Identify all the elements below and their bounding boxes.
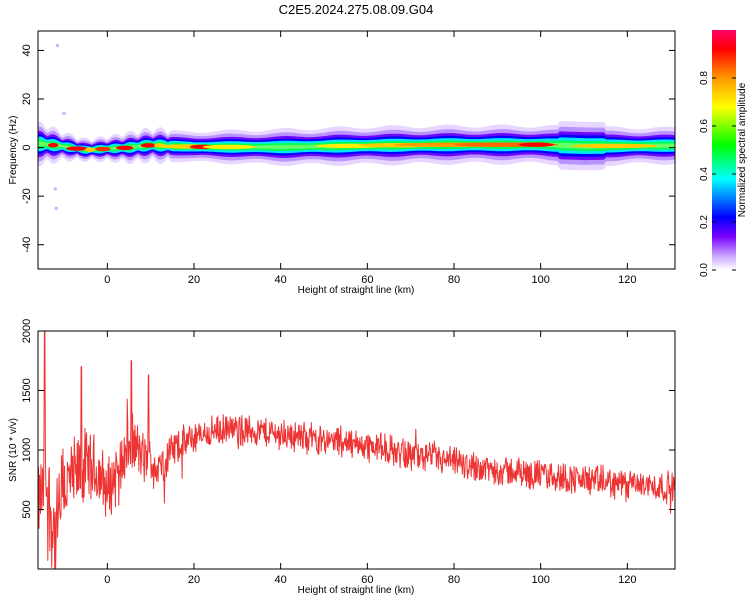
colorbar-ticks: 0.0 0.2 0.4 0.6 0.8 [699, 71, 736, 277]
x-tick-label: 60 [361, 574, 373, 586]
spectrogram-heatmap [38, 44, 675, 210]
y-tick-label: 500 [21, 500, 33, 518]
spectrogram-outlier [54, 206, 58, 210]
snr-y-axis-label: SNR (10 * v/v) [8, 418, 19, 482]
y-tick-label: 2000 [21, 319, 33, 343]
x-tick-label: 120 [618, 574, 636, 586]
x-tick-label: 120 [618, 274, 636, 286]
colorbar-tick-label: 0.4 [699, 167, 710, 181]
snr-x-axis: 0 20 40 60 80 100 120 [104, 331, 637, 586]
x-tick-label: 80 [448, 274, 460, 286]
spectrogram-hotspot [116, 145, 134, 151]
spectrogram-hotspot [84, 147, 96, 152]
x-tick-label: 80 [448, 574, 460, 586]
spectrogram-hotspot [202, 144, 255, 150]
x-tick-label: 60 [361, 274, 373, 286]
x-tick-label: 0 [104, 574, 110, 586]
spectrogram-outlier [56, 44, 59, 48]
y-tick-label: 20 [21, 93, 33, 105]
spectrogram-hotspot [95, 146, 111, 152]
snr-y-axis: 2000 1500 1000 500 [21, 319, 675, 519]
spectrogram-y-axis: 40 20 0 -20 -40 [21, 44, 675, 253]
spectrogram-hotspot [47, 142, 59, 148]
chart-title: C2E5.2024.275.08.09.G04 [279, 2, 434, 17]
x-tick-label: 20 [188, 574, 200, 586]
spectrogram-hotspot [66, 146, 88, 151]
spectrogram-outlier [62, 112, 66, 116]
spectrogram-y-axis-label: Frequency (Hz) [8, 116, 19, 185]
snr-plot-area [38, 331, 675, 569]
colorbar-label: Normalized spectral amplitude [737, 82, 748, 217]
y-tick-label: 40 [21, 44, 33, 56]
y-tick-label: 1000 [21, 438, 33, 462]
colorbar-tick-label: 0.8 [699, 71, 710, 85]
x-tick-label: 100 [531, 574, 549, 586]
colorbar-tick-label: 0.6 [699, 119, 710, 133]
x-tick-label: 20 [188, 274, 200, 286]
y-tick-label: -40 [21, 237, 33, 253]
snr-series [38, 331, 675, 569]
x-tick-label: 40 [275, 274, 287, 286]
snr-line [38, 331, 675, 569]
spectrogram-hotspot [571, 143, 658, 149]
x-tick-label: 40 [275, 574, 287, 586]
y-tick-label: 1500 [21, 378, 33, 402]
x-tick-label: 100 [531, 274, 549, 286]
colorbar: 0.0 0.2 0.4 0.6 0.8 Normalized spectral ampl… [699, 30, 748, 277]
spectrogram-outlier [53, 187, 57, 191]
snr-x-axis-label: Height of straight line (km) [298, 585, 415, 596]
spectrogram-x-axis-label: Height of straight line (km) [298, 285, 415, 296]
spectrogram-frame [37, 30, 676, 270]
snr-panel: 0 20 40 60 80 100 120 2000 1500 1000 500 Height o… [8, 319, 676, 596]
y-tick-label: 0 [21, 145, 33, 151]
spectrogram-hotspot [519, 142, 554, 147]
spectrogram-x-axis: 0 20 40 60 80 100 120 [104, 31, 637, 286]
colorbar-tick-label: 0.0 [699, 263, 710, 277]
y-tick-label: -20 [21, 188, 33, 204]
colorbar-tick-label: 0.2 [699, 215, 710, 229]
spectrogram-panel: 0 20 40 60 80 100 120 40 20 0 -20 -40 Height of st… [8, 30, 676, 296]
x-tick-label: 0 [104, 274, 110, 286]
spectrogram-hotspot [140, 143, 157, 148]
colorbar-gradient [712, 30, 736, 270]
